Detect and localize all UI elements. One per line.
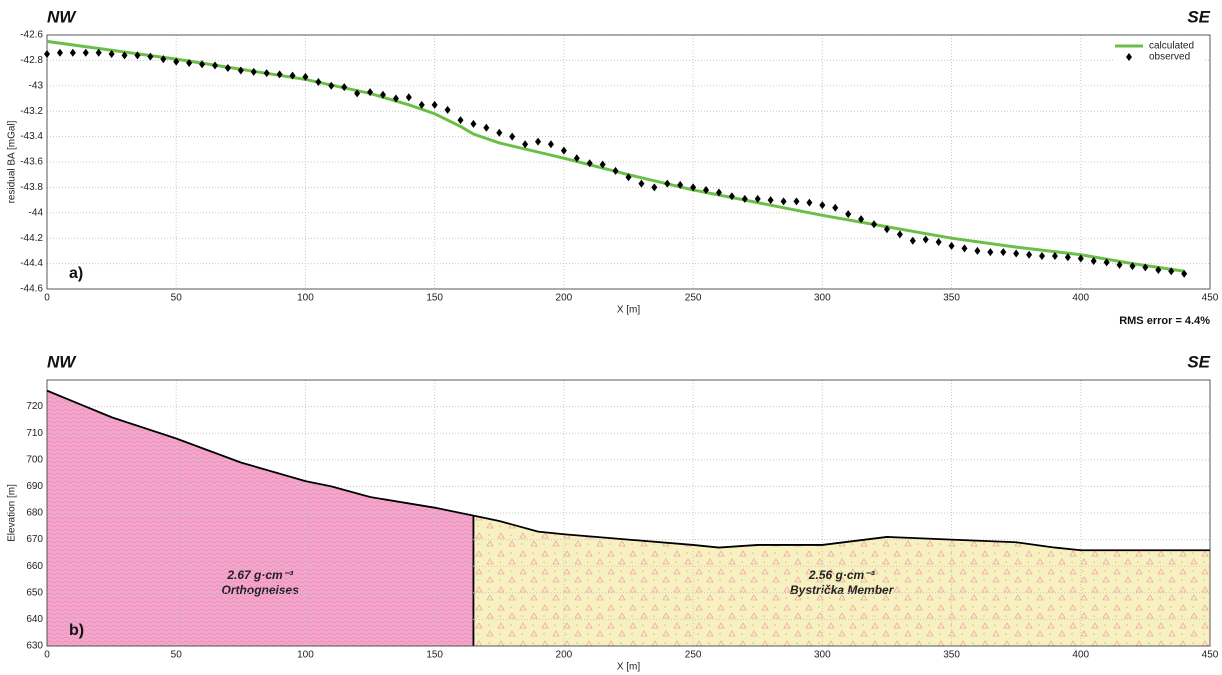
y-tick-label: -44.6	[20, 284, 43, 295]
y-tick-label: 720	[26, 401, 43, 412]
y-tick-label: 660	[26, 561, 43, 572]
y-tick-label: -43.2	[20, 106, 43, 117]
direction-label: NW	[47, 352, 77, 371]
body-name: Bystrička Member	[790, 583, 895, 597]
x-tick-label: 350	[943, 650, 960, 661]
y-tick-label: 630	[26, 641, 43, 652]
y-tick-label: 650	[26, 587, 43, 598]
y-tick-label: -44.4	[20, 258, 43, 269]
legend-label: observed	[1149, 52, 1190, 63]
y-tick-label: 640	[26, 614, 43, 625]
body-density: 2.67 g·cm⁻³	[226, 568, 294, 582]
direction-label: SE	[1187, 7, 1210, 26]
panel-label: a)	[69, 265, 83, 282]
panel-label: b)	[69, 622, 84, 639]
x-tick-label: 100	[297, 293, 314, 304]
x-tick-label: 400	[1072, 293, 1089, 304]
x-tick-label: 300	[814, 293, 831, 304]
y-tick-label: -44	[29, 207, 44, 218]
y-tick-label: -44.2	[20, 233, 43, 244]
x-tick-label: 50	[171, 650, 183, 661]
x-tick-label: 200	[556, 293, 573, 304]
body-name: Orthogneises	[222, 583, 300, 597]
direction-label: SE	[1187, 352, 1210, 371]
y-tick-label: -43.4	[20, 131, 43, 142]
y-tick-label: 690	[26, 481, 43, 492]
y-tick-label: -43.6	[20, 157, 43, 168]
page: {"chart_data": [ {"type": "line", "left_…	[0, 0, 1222, 675]
x-tick-label: 0	[44, 650, 50, 661]
x-tick-label: 400	[1072, 650, 1089, 661]
x-tick-label: 450	[1202, 650, 1219, 661]
x-tick-label: 350	[943, 293, 960, 304]
x-axis-label: X [m]	[617, 305, 641, 316]
figure: -42.6 -42.8 -43 -43.2 -43.4 -43.6 -43.8 -44 -44.…	[0, 0, 1222, 675]
x-tick-label: 450	[1202, 293, 1219, 304]
y-axis-label: residual BA [mGal]	[7, 120, 18, 203]
y-tick-label: 670	[26, 534, 43, 545]
x-tick-label: 250	[685, 650, 702, 661]
y-tick-label: -42.6	[20, 30, 43, 41]
y-tick-label: -43.8	[20, 182, 43, 193]
x-tick-label: 0	[44, 293, 50, 304]
body-density: 2.56 g·cm⁻³	[808, 568, 876, 582]
x-tick-label: 150	[426, 293, 443, 304]
x-tick-label: 250	[685, 293, 702, 304]
y-tick-label: 680	[26, 508, 43, 519]
y-tick-label: 700	[26, 454, 43, 465]
y-tick-label: 710	[26, 428, 43, 439]
x-tick-label: 200	[556, 650, 573, 661]
x-tick-label: 150	[426, 650, 443, 661]
y-tick-label: -43	[29, 80, 44, 91]
x-axis-label: X [m]	[617, 662, 641, 673]
x-tick-label: 50	[171, 293, 183, 304]
y-axis-label: Elevation [m]	[7, 484, 18, 542]
direction-label: NW	[47, 7, 77, 26]
legend-label: calculated	[1149, 41, 1194, 52]
y-tick-label: -42.8	[20, 55, 43, 66]
annotation: RMS error = 4.4%	[1119, 315, 1210, 327]
x-tick-label: 100	[297, 650, 314, 661]
x-tick-label: 300	[814, 650, 831, 661]
